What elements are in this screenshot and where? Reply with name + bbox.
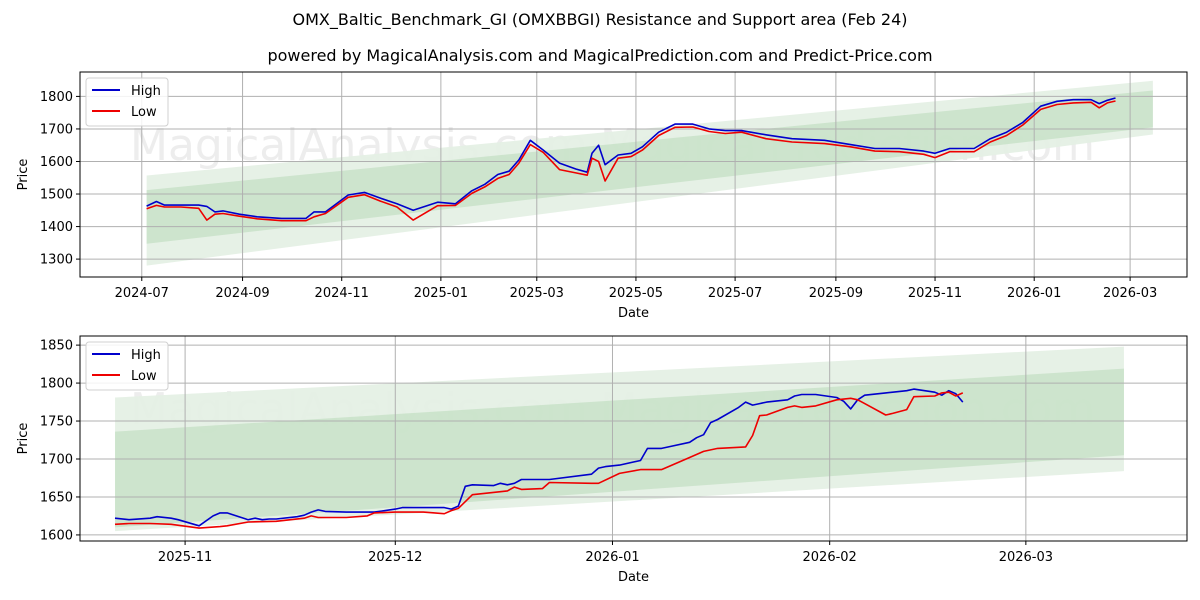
x-tick-label: 2026-01 <box>585 550 639 565</box>
x-tick-label: 2025-01 <box>414 286 468 301</box>
legend-high-label: High <box>131 84 161 99</box>
legend: High Low <box>85 341 169 391</box>
y-tick-label: 1300 <box>40 253 73 268</box>
axes-frame <box>79 71 1188 278</box>
top-chart-panel: MagicalAnalysis.comMagicalPrediction.com… <box>16 71 1188 321</box>
legend-low-label: Low <box>131 105 157 120</box>
x-tick-label: 2024-07 <box>115 286 169 301</box>
x-tick-label: 2026-03 <box>999 550 1053 565</box>
x-axis-label: Date <box>618 570 649 585</box>
y-tick-label: 1800 <box>40 377 73 392</box>
series-low-line <box>146 100 1116 222</box>
y-tick-label: 1750 <box>40 415 73 430</box>
y-tick-label: 1650 <box>40 490 73 505</box>
x-axis-label: Date <box>618 306 649 321</box>
x-tick-label: 2026-03 <box>1103 286 1157 301</box>
axes-frame <box>79 335 1188 542</box>
y-tick-label: 1700 <box>40 453 73 468</box>
x-tick-label: 2025-03 <box>510 286 564 301</box>
x-tick-label: 2025-12 <box>368 550 422 565</box>
x-tick-label: 2026-01 <box>1007 286 1061 301</box>
y-axis-label: Price <box>16 423 31 455</box>
x-tick-label: 2024-09 <box>215 286 269 301</box>
y-tick-label: 1600 <box>40 528 73 543</box>
y-tick-label: 1600 <box>40 155 73 170</box>
chart-subtitle: powered by MagicalAnalysis.com and Magic… <box>267 46 933 65</box>
resistance-support-inner-band <box>115 368 1124 528</box>
x-tick-label: 2026-02 <box>803 550 857 565</box>
chart-title: OMX_Baltic_Benchmark_GI (OMXBBGI) Resist… <box>292 10 908 29</box>
y-axis-label: Price <box>16 159 31 191</box>
series-high-line <box>146 97 1116 220</box>
legend-high-label: High <box>131 348 161 363</box>
legend-low-label: Low <box>131 369 157 384</box>
bottom-chart-panel: MagicalAnalysis.comMagicalPrediction.com… <box>16 335 1188 585</box>
y-tick-label: 1700 <box>40 122 73 137</box>
x-tick-label: 2025-05 <box>609 286 663 301</box>
legend: High Low <box>85 77 169 127</box>
x-tick-label: 2025-09 <box>809 286 863 301</box>
series-low-line <box>114 391 964 529</box>
x-tick-label: 2025-11 <box>158 550 212 565</box>
x-tick-label: 2025-07 <box>708 286 762 301</box>
y-tick-label: 1400 <box>40 220 73 235</box>
y-tick-label: 1800 <box>40 90 73 105</box>
y-tick-label: 1850 <box>40 339 73 354</box>
x-tick-label: 2024-11 <box>315 286 369 301</box>
y-tick-label: 1500 <box>40 188 73 203</box>
x-tick-label: 2025-11 <box>908 286 962 301</box>
